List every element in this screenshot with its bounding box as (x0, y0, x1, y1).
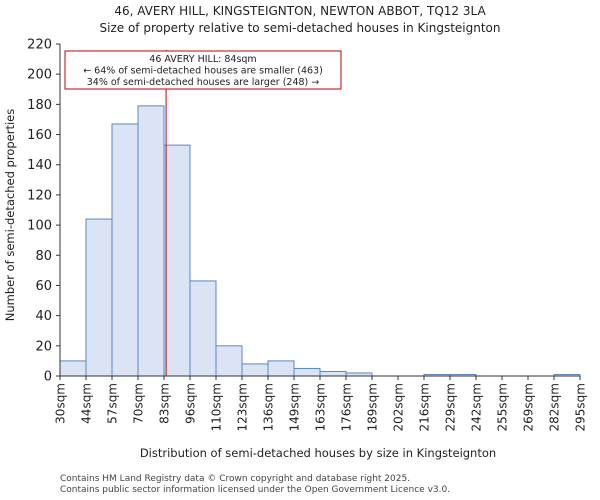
x-tick-label: 255sqm (496, 383, 510, 431)
axes-group: 0 20 40 60 80 100 120 140 160 180 200 220 30sqm 44sqm… (27, 38, 587, 432)
x-tick-label: 163sqm (314, 383, 328, 431)
x-tick-label: 30sqm (54, 383, 68, 424)
y-tick-label: 220 (27, 38, 52, 53)
x-tick-label: 149sqm (288, 383, 302, 431)
x-tick-label: 83sqm (158, 383, 172, 424)
x-tick-label: 295sqm (574, 383, 588, 431)
histogram-bar (85, 218, 113, 377)
y-tick-label: 140 (27, 158, 52, 173)
chart-subtitle: Size of property relative to semi-detach… (99, 21, 501, 35)
histogram-bar (137, 105, 165, 377)
histogram-bar (241, 363, 269, 377)
annotation-line-2: ← 64% of semi-detached houses are smalle… (83, 66, 323, 77)
bars-group (59, 105, 581, 377)
annotation-box (64, 50, 342, 90)
y-tick-label: 40 (35, 309, 52, 324)
annotation-line-1: 46 AVERY HILL: 84sqm (149, 54, 256, 65)
chart-title: 46, AVERY HILL, KINGSTEIGNTON, NEWTON AB… (114, 4, 486, 18)
footer-line-2: Contains public sector information licen… (60, 485, 451, 495)
x-tick-label: 44sqm (80, 383, 94, 424)
y-tick-label: 0 (44, 370, 52, 385)
histogram-bar (319, 370, 347, 377)
histogram-bar (59, 360, 87, 377)
histogram-bar (163, 144, 191, 377)
x-tick-label: 70sqm (132, 383, 146, 424)
marker-group: 46 AVERY HILL: 84sqm← 64% of semi-detach… (64, 50, 342, 376)
footer-line-1: Contains HM Land Registry data © Crown c… (60, 474, 411, 484)
x-tick-label: 123sqm (236, 383, 250, 431)
x-tick-label: 189sqm (366, 383, 380, 431)
y-axis-label: Number of semi-detached properties (3, 109, 17, 321)
histogram-bar (189, 280, 217, 377)
y-tick-label: 120 (27, 188, 52, 203)
x-tick-label: 57sqm (106, 383, 120, 424)
y-tick-label: 180 (27, 98, 52, 113)
y-tick-label: 100 (27, 219, 52, 234)
x-tick-label: 269sqm (522, 383, 536, 431)
y-tick-label: 60 (35, 279, 52, 294)
y-tick-label: 80 (35, 249, 52, 264)
x-tick-label: 282sqm (548, 383, 562, 431)
x-tick-label: 216sqm (418, 383, 432, 431)
histogram-bar (215, 345, 243, 377)
y-tick-label: 200 (27, 68, 52, 83)
y-tick-label: 20 (35, 339, 52, 354)
x-axis-label: Distribution of semi-detached houses by … (140, 446, 496, 460)
x-tick-label: 176sqm (340, 383, 354, 431)
annotation-line-3: 34% of semi-detached houses are larger (… (87, 77, 320, 88)
x-tick-label: 110sqm (210, 383, 224, 431)
x-tick-label: 229sqm (444, 383, 458, 431)
histogram-bar (293, 367, 321, 377)
x-tick-label: 96sqm (184, 383, 198, 424)
x-tick-label: 202sqm (392, 383, 406, 431)
y-tick-label: 160 (27, 128, 52, 143)
histogram-bar (111, 123, 139, 377)
histogram-bar (267, 360, 295, 377)
x-tick-label: 136sqm (262, 383, 276, 431)
x-tick-label: 242sqm (470, 383, 484, 431)
